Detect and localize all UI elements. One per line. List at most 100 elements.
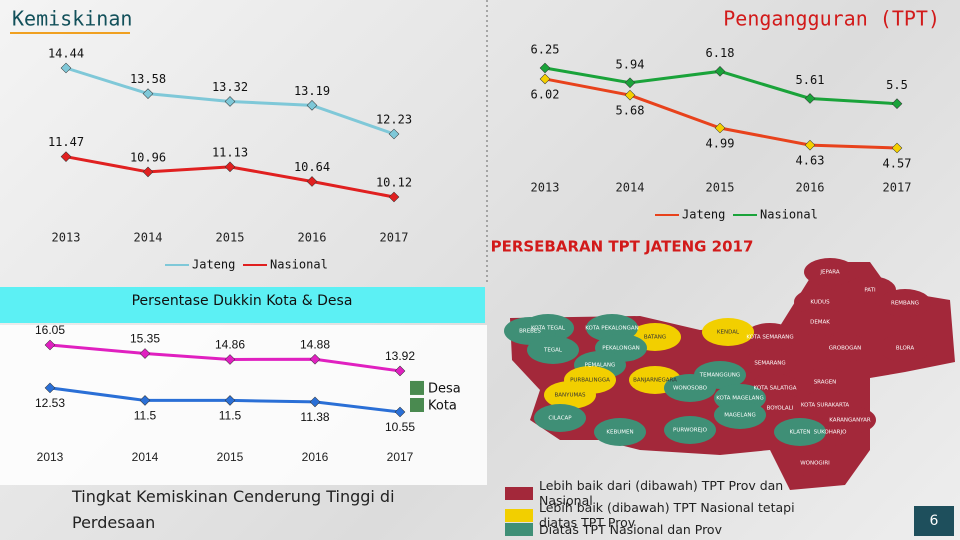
x-tick-label: 2015 (217, 450, 244, 464)
data-label: 6.18 (706, 46, 735, 60)
marker (891, 142, 903, 154)
legend-swatch (505, 486, 533, 500)
data-label: 5.68 (616, 104, 645, 118)
data-label: 12.53 (35, 396, 65, 410)
legend-label: Jateng (682, 208, 725, 222)
marker (388, 191, 400, 203)
marker (539, 73, 551, 85)
region (789, 449, 841, 477)
marker (394, 365, 406, 377)
data-label: 13.92 (385, 349, 415, 363)
region (702, 318, 754, 346)
marker (309, 396, 321, 408)
region-label: BATANG (644, 335, 666, 341)
marker (44, 339, 56, 351)
marker (139, 395, 151, 406)
marker (224, 161, 236, 173)
region-label: SUKOHARJO (814, 430, 847, 436)
region (534, 404, 586, 432)
legend-label: Lebih baik dari (dibawah) TPT Prov dan N… (539, 478, 784, 508)
region-label: GROBOGAN (829, 346, 862, 352)
region-label: KOTA PEKALONGAN (585, 326, 639, 332)
data-label: 11.47 (48, 135, 84, 149)
icon (410, 380, 424, 395)
data-label: 4.63 (796, 154, 825, 168)
region (879, 334, 931, 362)
marker (224, 395, 236, 406)
data-label: 10.96 (130, 150, 166, 164)
marker (60, 62, 72, 74)
region-label: PURBALINGGA (570, 378, 610, 384)
region (804, 258, 856, 286)
x-tick-label: 2013 (52, 231, 81, 245)
x-tick-label: 2016 (298, 231, 327, 245)
map-legend-item: Diatas TPT Nasional dan Prov (505, 522, 835, 537)
map: JEPARA PATI KUDUS REMBANG DEMAK KOTA SEMARANG… (504, 258, 955, 490)
region-label: BOYOLALI (767, 406, 794, 412)
region-label: WONOGIRI (800, 461, 830, 467)
data-label: 15.35 (130, 332, 160, 346)
region (714, 401, 766, 429)
region-label: KEBUMEN (606, 430, 633, 436)
data-label: 13.32 (212, 80, 248, 94)
data-label: 5.94 (616, 57, 645, 71)
region (774, 418, 826, 446)
region-label: PEKALONGAN (602, 346, 640, 352)
data-label: 5.61 (796, 73, 825, 87)
x-tick-label: 2016 (302, 450, 329, 464)
marker (714, 66, 726, 77)
region-label: BANJARNEGARA (633, 378, 677, 384)
data-label: 14.44 (48, 47, 84, 61)
marker (60, 151, 72, 162)
region-label: JEPARA (819, 270, 839, 276)
legend-swatch (505, 523, 533, 536)
marker (891, 98, 903, 110)
region-label: TEGAL (543, 348, 563, 354)
x-tick-label: 2014 (134, 231, 163, 245)
data-label: 13.19 (294, 84, 330, 98)
marker (388, 128, 400, 140)
page-number: 6 (914, 506, 954, 536)
marker (309, 353, 321, 365)
region (879, 289, 931, 317)
x-tick-label: 2014 (132, 450, 159, 464)
marker (306, 100, 318, 111)
region-label: REMBANG (891, 301, 919, 307)
legend-label: Nasional (270, 258, 328, 272)
map-legend-item: Lebih baik (dibawah) TPT Nasional tetapi… (505, 500, 835, 530)
data-label: 16.05 (35, 323, 65, 337)
marker (44, 382, 56, 394)
data-label: 10.64 (294, 160, 330, 174)
region-label: KOTA SEMARANG (746, 335, 793, 341)
region (527, 336, 579, 364)
region-label: WONOSOBO (673, 386, 708, 392)
region-label: KOTA SURAKARTA (801, 403, 850, 409)
marker (394, 406, 406, 418)
section-title: Kemiskinan (12, 7, 132, 31)
data-label: 11.5 (134, 409, 157, 423)
note: Tingkat Kemiskinan Cenderung Tinggi di P… (72, 487, 395, 532)
legend-label: Nasional (760, 208, 818, 222)
series-label: Desa (428, 381, 461, 396)
region-label: SEMARANG (754, 361, 785, 367)
data-label: 11.38 (300, 410, 329, 424)
region (799, 368, 851, 396)
data-label: 13.58 (130, 72, 166, 86)
region-label: TEMANGGUNG (699, 373, 740, 379)
marker (139, 348, 151, 359)
data-label: 11.5 (219, 409, 242, 423)
region (544, 381, 596, 409)
region (744, 323, 796, 351)
map-legend-item: Lebih baik dari (dibawah) TPT Prov dan N… (505, 478, 835, 508)
marker (624, 77, 636, 89)
region-label: PEMALANG (585, 363, 616, 369)
marker (306, 176, 318, 187)
panel-header (0, 287, 485, 323)
data-label: 14.86 (215, 338, 245, 352)
x-tick-label: 2017 (883, 181, 912, 195)
marker (142, 166, 154, 178)
x-tick-label: 2017 (380, 231, 409, 245)
region (594, 418, 646, 446)
series-label: Kota (428, 399, 457, 414)
region-label: KARANGANYAR (829, 418, 871, 424)
